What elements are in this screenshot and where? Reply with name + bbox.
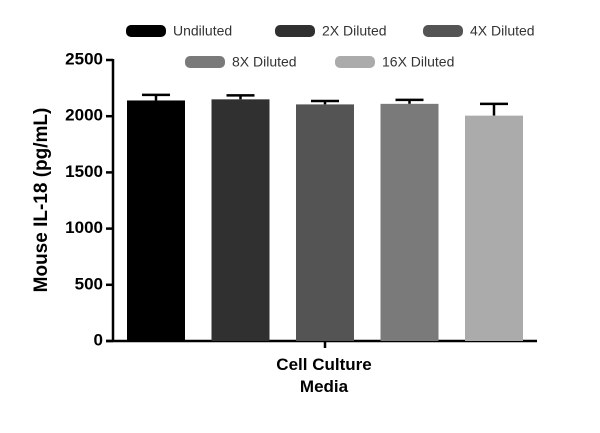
y-tick-label: 2500 [65,49,103,68]
y-tick-label: 500 [75,274,103,293]
bar [380,103,439,341]
y-tick-label: 2000 [65,106,103,125]
legend-swatch [335,56,375,68]
legend-swatch [275,25,315,37]
legend-swatch [423,25,463,37]
bar [465,115,523,341]
legend-label: 2X Diluted [322,23,387,39]
y-tick-label: 1000 [65,218,103,237]
bar [296,104,354,341]
y-tick-label: 1500 [65,162,103,181]
legend-swatch [185,56,225,68]
x-tick-label: Cell Culture Media [276,355,372,396]
y-tick-label: 0 [94,330,103,349]
legend-label: 16X Diluted [382,54,454,70]
legend-label: 4X Diluted [470,23,535,39]
legend-swatch [126,25,166,37]
bar [211,99,270,341]
legend-label: 8X Diluted [232,54,297,70]
bar [127,100,185,342]
y-axis-title: Mouse IL-18 (pg/mL) [31,108,52,293]
legend-label: Undiluted [173,23,232,39]
